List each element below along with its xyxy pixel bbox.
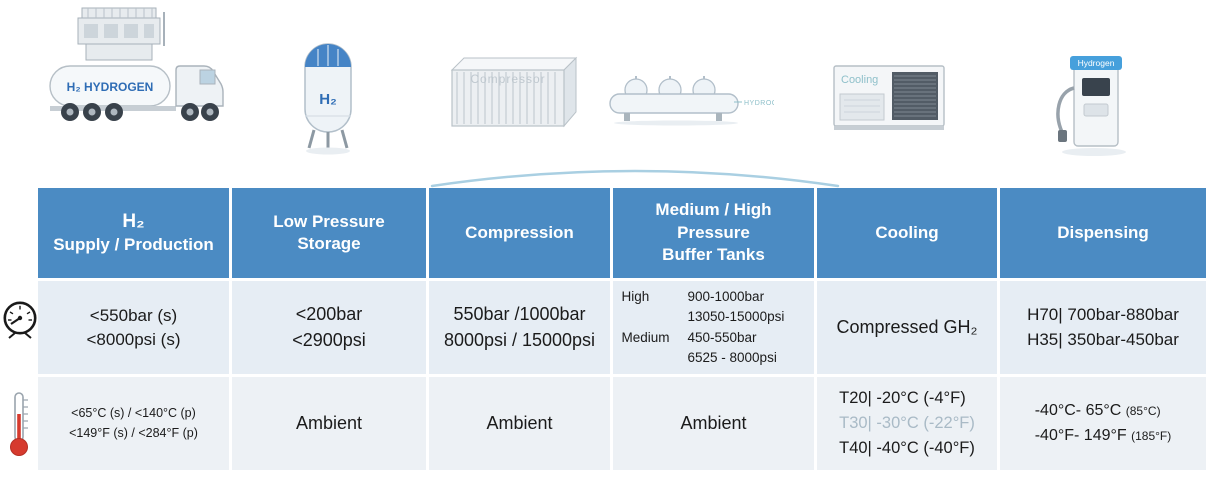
tank-label: H₂ <box>319 91 337 108</box>
cell-line: <65°C (s) / <140°C (p) <box>71 406 196 421</box>
dispenser-illustration: Hydrogen <box>1040 48 1140 165</box>
cell-line: Ambient <box>486 412 553 433</box>
range-value: 900-1000bar <box>687 289 765 304</box>
cell-stack: -40°C- 65°C (85°C) -40°F- 149°F (185°F) <box>1035 399 1172 449</box>
temperature-supply-cell: <65°C (s) / <140°C (p) <149°F (s) / <284… <box>38 377 229 470</box>
range-value: 6525 - 8000psi <box>687 349 777 365</box>
range-value: 13050-15000psi <box>687 309 785 325</box>
flow-arc <box>428 154 842 195</box>
header-line: Dispensing <box>1057 222 1149 242</box>
cell-line: -40°F- 149°F (185°F) <box>1035 424 1172 449</box>
header-line: Storage <box>297 234 361 253</box>
cell-line: -40°C- 65°C (85°C) <box>1035 399 1172 424</box>
cell-line: Ambient <box>295 412 363 433</box>
cell-stack: T20| -20°C (-4°F) T30| -30°C (-22°F) T40… <box>839 386 975 460</box>
header-compression: Compression <box>429 188 610 278</box>
buffer-tanks-icon: HYDROGEN <box>609 76 788 126</box>
storage-tank-illustration: H₂ <box>296 28 360 161</box>
range-value: 450-550bar <box>687 329 757 345</box>
cell-line: 13050-15000psi <box>622 307 806 327</box>
pressure-cooling-cell: Compressed GH₂ <box>817 281 997 374</box>
header-line: Buffer Tanks <box>662 245 765 265</box>
range-label <box>622 348 678 368</box>
cell-line: High 900-1000bar <box>622 287 806 307</box>
cell-line: <149°F (s) / <284°F (p) <box>69 425 198 440</box>
cooling-unit-illustration: Cooling <box>828 54 956 145</box>
range-paren: (85°C) <box>1125 403 1161 418</box>
cell-stack: H70| 700bar-880bar H35| 350bar-450bar <box>1027 303 1179 352</box>
cell-line: T40| -40°C (-40°F) <box>839 438 975 457</box>
spec-table: H₂ Supply / Production Low Pressure Stor… <box>38 188 1206 470</box>
cell-line: T20| -20°C (-4°F) <box>839 389 966 408</box>
cell-line: Compressed GH₂ <box>836 316 978 337</box>
range-text: -40°C- 65°C <box>1034 401 1126 419</box>
header-line: Medium / High <box>655 200 772 220</box>
range-label: Medium <box>621 329 670 345</box>
header-line: Supply / Production <box>53 235 214 255</box>
cooling-unit-icon: Cooling <box>833 65 945 130</box>
temperature-cooling-cell: T20| -20°C (-4°F) T30| -30°C (-22°F) T40… <box>817 377 997 470</box>
cell-line: Ambient <box>680 412 747 433</box>
range-label <box>622 307 678 327</box>
header-line: Low Pressure <box>273 211 385 231</box>
pressure-gauge-icon <box>1 300 39 347</box>
cell-line: <2900psi <box>292 329 366 350</box>
header-dispensing: Dispensing <box>1000 188 1206 278</box>
cell-line: Medium 450-550bar <box>622 328 806 348</box>
supply-truck-illustration: H₂ HYDROGEN <box>48 4 238 151</box>
header-low-pressure-storage: Low Pressure Storage <box>232 188 426 278</box>
pressure-storage-cell: <200bar <2900psi <box>232 281 426 374</box>
range-paren: (185°F) <box>1131 428 1172 443</box>
cell-line: H35| 350bar-450bar <box>1027 329 1179 349</box>
compressor-container-icon: Compressor <box>450 56 578 128</box>
cell-line: <550bar (s) <box>89 305 178 325</box>
temperature-buffer-cell: Ambient <box>613 377 814 470</box>
header-line: Pressure <box>677 222 750 242</box>
header-buffer-tanks: Medium / High Pressure Buffer Tanks <box>613 188 814 278</box>
pressure-buffer-cell: High 900-1000bar 13050-15000psi Medium 4… <box>613 281 814 374</box>
header-h2-supply-production: H₂ Supply / Production <box>38 188 229 278</box>
compressor-label: Compressor <box>470 72 545 86</box>
range-text: -40°F- 149°F <box>1034 426 1132 444</box>
hydrogen-truck-icon: H₂ HYDROGEN <box>49 7 224 121</box>
cell-line: T30| -30°C (-22°F) <box>839 414 975 433</box>
truck-tank-label: H₂ HYDROGEN <box>67 80 154 94</box>
cell-line: 8000psi / 15000psi <box>443 329 596 350</box>
temperature-storage-cell: Ambient <box>232 377 426 470</box>
header-cooling: Cooling <box>817 188 997 278</box>
pressure-compression-cell: 550bar /1000bar 8000psi / 15000psi <box>429 281 610 374</box>
pressure-supply-cell: <550bar (s) <8000psi (s) <box>38 281 229 374</box>
cell-line: 550bar /1000bar <box>453 304 586 325</box>
buffer-tanks-illustration: HYDROGEN <box>606 66 788 131</box>
temperature-compression-cell: Ambient <box>429 377 610 470</box>
temperature-dispensing-cell: -40°C- 65°C (85°C) -40°F- 149°F (185°F) <box>1000 377 1206 470</box>
hydrogen-dispenser-icon: Hydrogen <box>1056 56 1126 156</box>
cooling-label: Cooling <box>841 74 878 86</box>
cell-line: H70| 700bar-880bar <box>1027 304 1179 324</box>
cell-line: <200bar <box>295 304 363 325</box>
range-label: High <box>621 289 650 304</box>
hydrogen-tank-icon: H₂ <box>304 43 352 155</box>
cell-line: <8000psi (s) <box>86 329 181 349</box>
header-line: H₂ <box>122 211 145 233</box>
cell-line: 6525 - 8000psi <box>622 348 806 368</box>
pressure-dispensing-cell: H70| 700bar-880bar H35| 350bar-450bar <box>1000 281 1206 374</box>
dispenser-label: Hydrogen <box>1078 58 1115 68</box>
header-line: Cooling <box>875 222 939 242</box>
compressor-illustration: Compressor <box>444 50 580 143</box>
thermometer-icon <box>7 390 33 463</box>
buffer-label: HYDROGEN <box>744 100 774 107</box>
header-line: Compression <box>465 222 574 242</box>
